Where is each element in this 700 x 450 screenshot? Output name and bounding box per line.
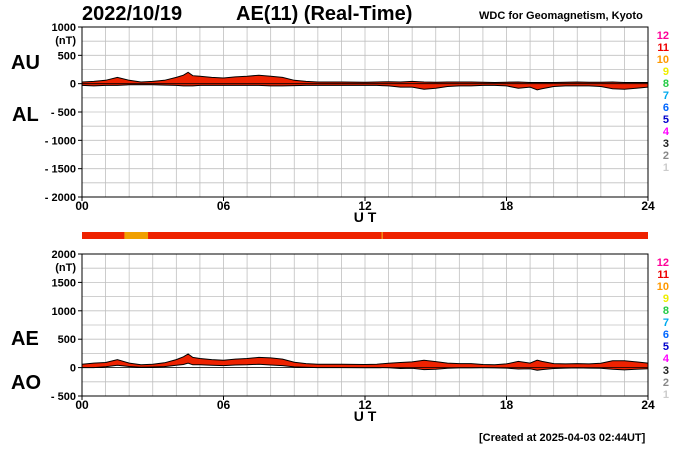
station-count-label: 8	[663, 305, 669, 317]
x-tick-label: 12	[358, 199, 372, 213]
station-count-label: 3	[663, 138, 669, 150]
station-count-label: 3	[663, 365, 669, 377]
status-bar-segment	[148, 232, 382, 239]
series-line-ae	[81, 353, 649, 366]
y-tick-label: - 2000	[45, 192, 76, 204]
station-count-label: 1	[663, 389, 669, 401]
station-count-label: 5	[663, 114, 669, 126]
series-line-au	[81, 71, 648, 84]
station-count-label: 9	[663, 293, 669, 305]
station-count-label: 9	[663, 66, 669, 78]
station-count-label: 10	[657, 281, 669, 293]
x-tick-label: 24	[641, 199, 655, 213]
y-unit-label: (nT)	[55, 262, 76, 274]
y-tick-label: - 500	[51, 391, 76, 403]
station-count-label: 2	[663, 150, 669, 162]
x-tick-label: 06	[217, 398, 231, 412]
ao-label: AO	[11, 372, 41, 394]
station-count-label: 10	[657, 54, 669, 66]
series-line-al	[81, 84, 649, 91]
y-tick-label: 1000	[52, 22, 76, 34]
panel-top: 1000 500 0 - 500 - 1000 - 1500 - 2000 (nT) 00 06 1…	[45, 22, 670, 225]
status-bar-segment	[381, 232, 383, 239]
x-tick-label: 24	[641, 398, 655, 412]
created-timestamp: [Created at 2025-04-03 02:44UT]	[479, 432, 646, 444]
station-count-label: 12	[657, 30, 669, 42]
x-tick-label: 18	[500, 199, 514, 213]
data-source-label: WDC for Geomagnetism, Kyoto	[479, 10, 643, 22]
station-count-label: 4	[663, 126, 670, 138]
station-count-label: 2	[663, 377, 669, 389]
station-count-label: 6	[663, 329, 669, 341]
station-count-label: 5	[663, 341, 669, 353]
station-count-label: 12	[657, 257, 669, 269]
y-tick-label: 1000	[52, 306, 76, 318]
station-count-label: 7	[663, 317, 669, 329]
area-ae-ao	[82, 354, 648, 371]
chart-date: 2022/10/19	[82, 3, 183, 25]
y-tick-label: 0	[70, 79, 76, 91]
status-bar-segment	[82, 232, 125, 239]
x-tick-label: 06	[217, 199, 231, 213]
station-count-label: 11	[657, 42, 669, 54]
y-tick-label: 500	[58, 334, 76, 346]
station-count-label: 8	[663, 78, 669, 90]
al-label: AL	[12, 104, 39, 126]
y-tick-label: 500	[58, 50, 76, 62]
x-axis-label: U T	[354, 209, 377, 225]
y-tick-label: 1500	[52, 277, 76, 289]
y-tick-label: 0	[70, 363, 76, 375]
station-count-label: 4	[663, 353, 670, 365]
status-bar-segment	[124, 232, 149, 239]
x-axis-label: U T	[354, 408, 377, 424]
station-count-label: 11	[657, 269, 669, 281]
y-tick-label: - 1500	[45, 164, 76, 176]
station-count-label: 7	[663, 90, 669, 102]
y-tick-label: 2000	[52, 249, 76, 261]
y-tick-label: - 500	[51, 107, 76, 119]
y-tick-label: - 1000	[45, 135, 76, 147]
chart-title: AE(11) (Real-Time)	[236, 3, 413, 25]
x-tick-label: 00	[75, 398, 89, 412]
x-tick-label: 18	[500, 398, 514, 412]
status-bar	[82, 232, 648, 239]
ae-label: AE	[11, 328, 39, 350]
y-unit-label: (nT)	[55, 35, 76, 47]
status-bar-segment	[382, 232, 648, 239]
x-tick-label: 12	[358, 398, 372, 412]
au-label: AU	[11, 52, 40, 74]
station-count-label: 6	[663, 102, 669, 114]
station-count-label: 1	[663, 162, 669, 174]
x-tick-label: 00	[75, 199, 89, 213]
